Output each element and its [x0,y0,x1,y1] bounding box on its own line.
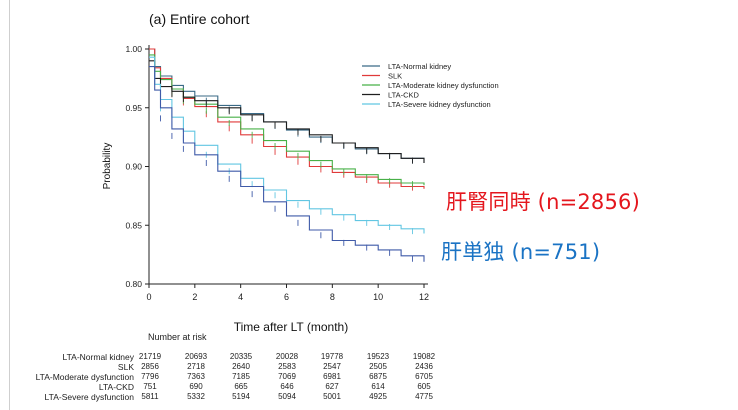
risk-cell: 20335 [229,352,253,361]
risk-cell: 627 [325,382,339,391]
risk-cell: 2718 [187,362,205,371]
risk-cell: 19082 [412,352,436,361]
risk-cell: 690 [189,382,203,391]
risk-cell: 7185 [232,372,250,381]
y-tick-label: 1.00 [125,44,142,54]
risk-cell: 5811 [141,392,159,401]
y-tick-label: 0.95 [125,103,142,113]
legend-label-3: LTA-Moderate kidney dysfunction [388,81,499,90]
x-axis-label: Time after LT (month) [234,320,348,334]
risk-row-label: LTA-Severe dysfunction [44,392,134,402]
risk-cell: 5094 [278,392,296,401]
risk-row-label: LTA-CKD [98,382,134,392]
risk-row-label: SLK [117,362,134,372]
risk-cell: 7796 [141,372,159,381]
risk-cell: 7363 [187,372,205,381]
risk-cell: 614 [371,382,385,391]
risk-cell: 6875 [369,372,387,381]
series-line-5 [149,56,425,234]
lta-count-annotation: 肝単独 (n=751) [441,240,601,264]
x-tick-label: 8 [330,292,335,302]
risk-cell: 605 [417,382,431,391]
left-border-line [9,0,10,410]
risk-row-label: LTA-Moderate dysfunction [35,372,134,382]
legend-label-5: LTA-Severe kidney dysfunction [388,100,491,109]
x-tick-label: 10 [373,292,383,302]
risk-cell: 7069 [278,372,296,381]
y-tick-label: 0.90 [125,162,142,172]
risk-cell: 6981 [323,372,341,381]
legend-label-4: LTA-CKD [388,91,420,100]
risk-cell: 19523 [366,352,390,361]
y-tick-label: 0.80 [125,279,142,289]
risk-cell: 2436 [415,362,433,371]
risk-cell: 20028 [275,352,299,361]
slk-count-annotation: 肝腎同時 (n=2856) [446,190,641,214]
risk-cell: 751 [143,382,157,391]
x-tick-label: 12 [419,292,429,302]
chart-title: (a) Entire cohort [149,11,249,27]
risk-cell: 21719 [138,352,162,361]
legend-label-1: LTA-Normal kidney [388,62,451,71]
risk-row-label: LTA-Normal kidney [62,352,134,362]
risk-cell: 2583 [278,362,296,371]
risk-cell: 4775 [415,392,433,401]
y-axis-label: Probability [102,143,113,190]
risk-cell: 5194 [232,392,250,401]
risk-cell: 2856 [141,362,159,371]
y-tick-label: 0.85 [125,220,142,230]
x-tick-label: 6 [284,292,289,302]
risk-cell: 4925 [369,392,387,401]
series-line-3 [149,54,425,186]
risk-cell: 20693 [184,352,208,361]
legend-label-2: SLK [388,72,402,81]
risk-cell: 19778 [320,352,344,361]
risk-cell: 2505 [369,362,387,371]
risk-cell: 646 [280,382,294,391]
x-tick-label: 0 [146,292,151,302]
risk-cell: 5332 [187,392,205,401]
risk-cell: 5001 [323,392,341,401]
x-tick-label: 2 [192,292,197,302]
series-line-2 [149,48,425,189]
x-tick-label: 4 [238,292,243,302]
risk-table-header: Number at risk [148,332,207,342]
risk-cell: 2547 [323,362,341,371]
series-line-4 [149,60,425,163]
risk-cell: 665 [234,382,248,391]
risk-cell: 6705 [415,372,433,381]
risk-cell: 2640 [232,362,250,371]
series-line-6 [149,66,425,262]
